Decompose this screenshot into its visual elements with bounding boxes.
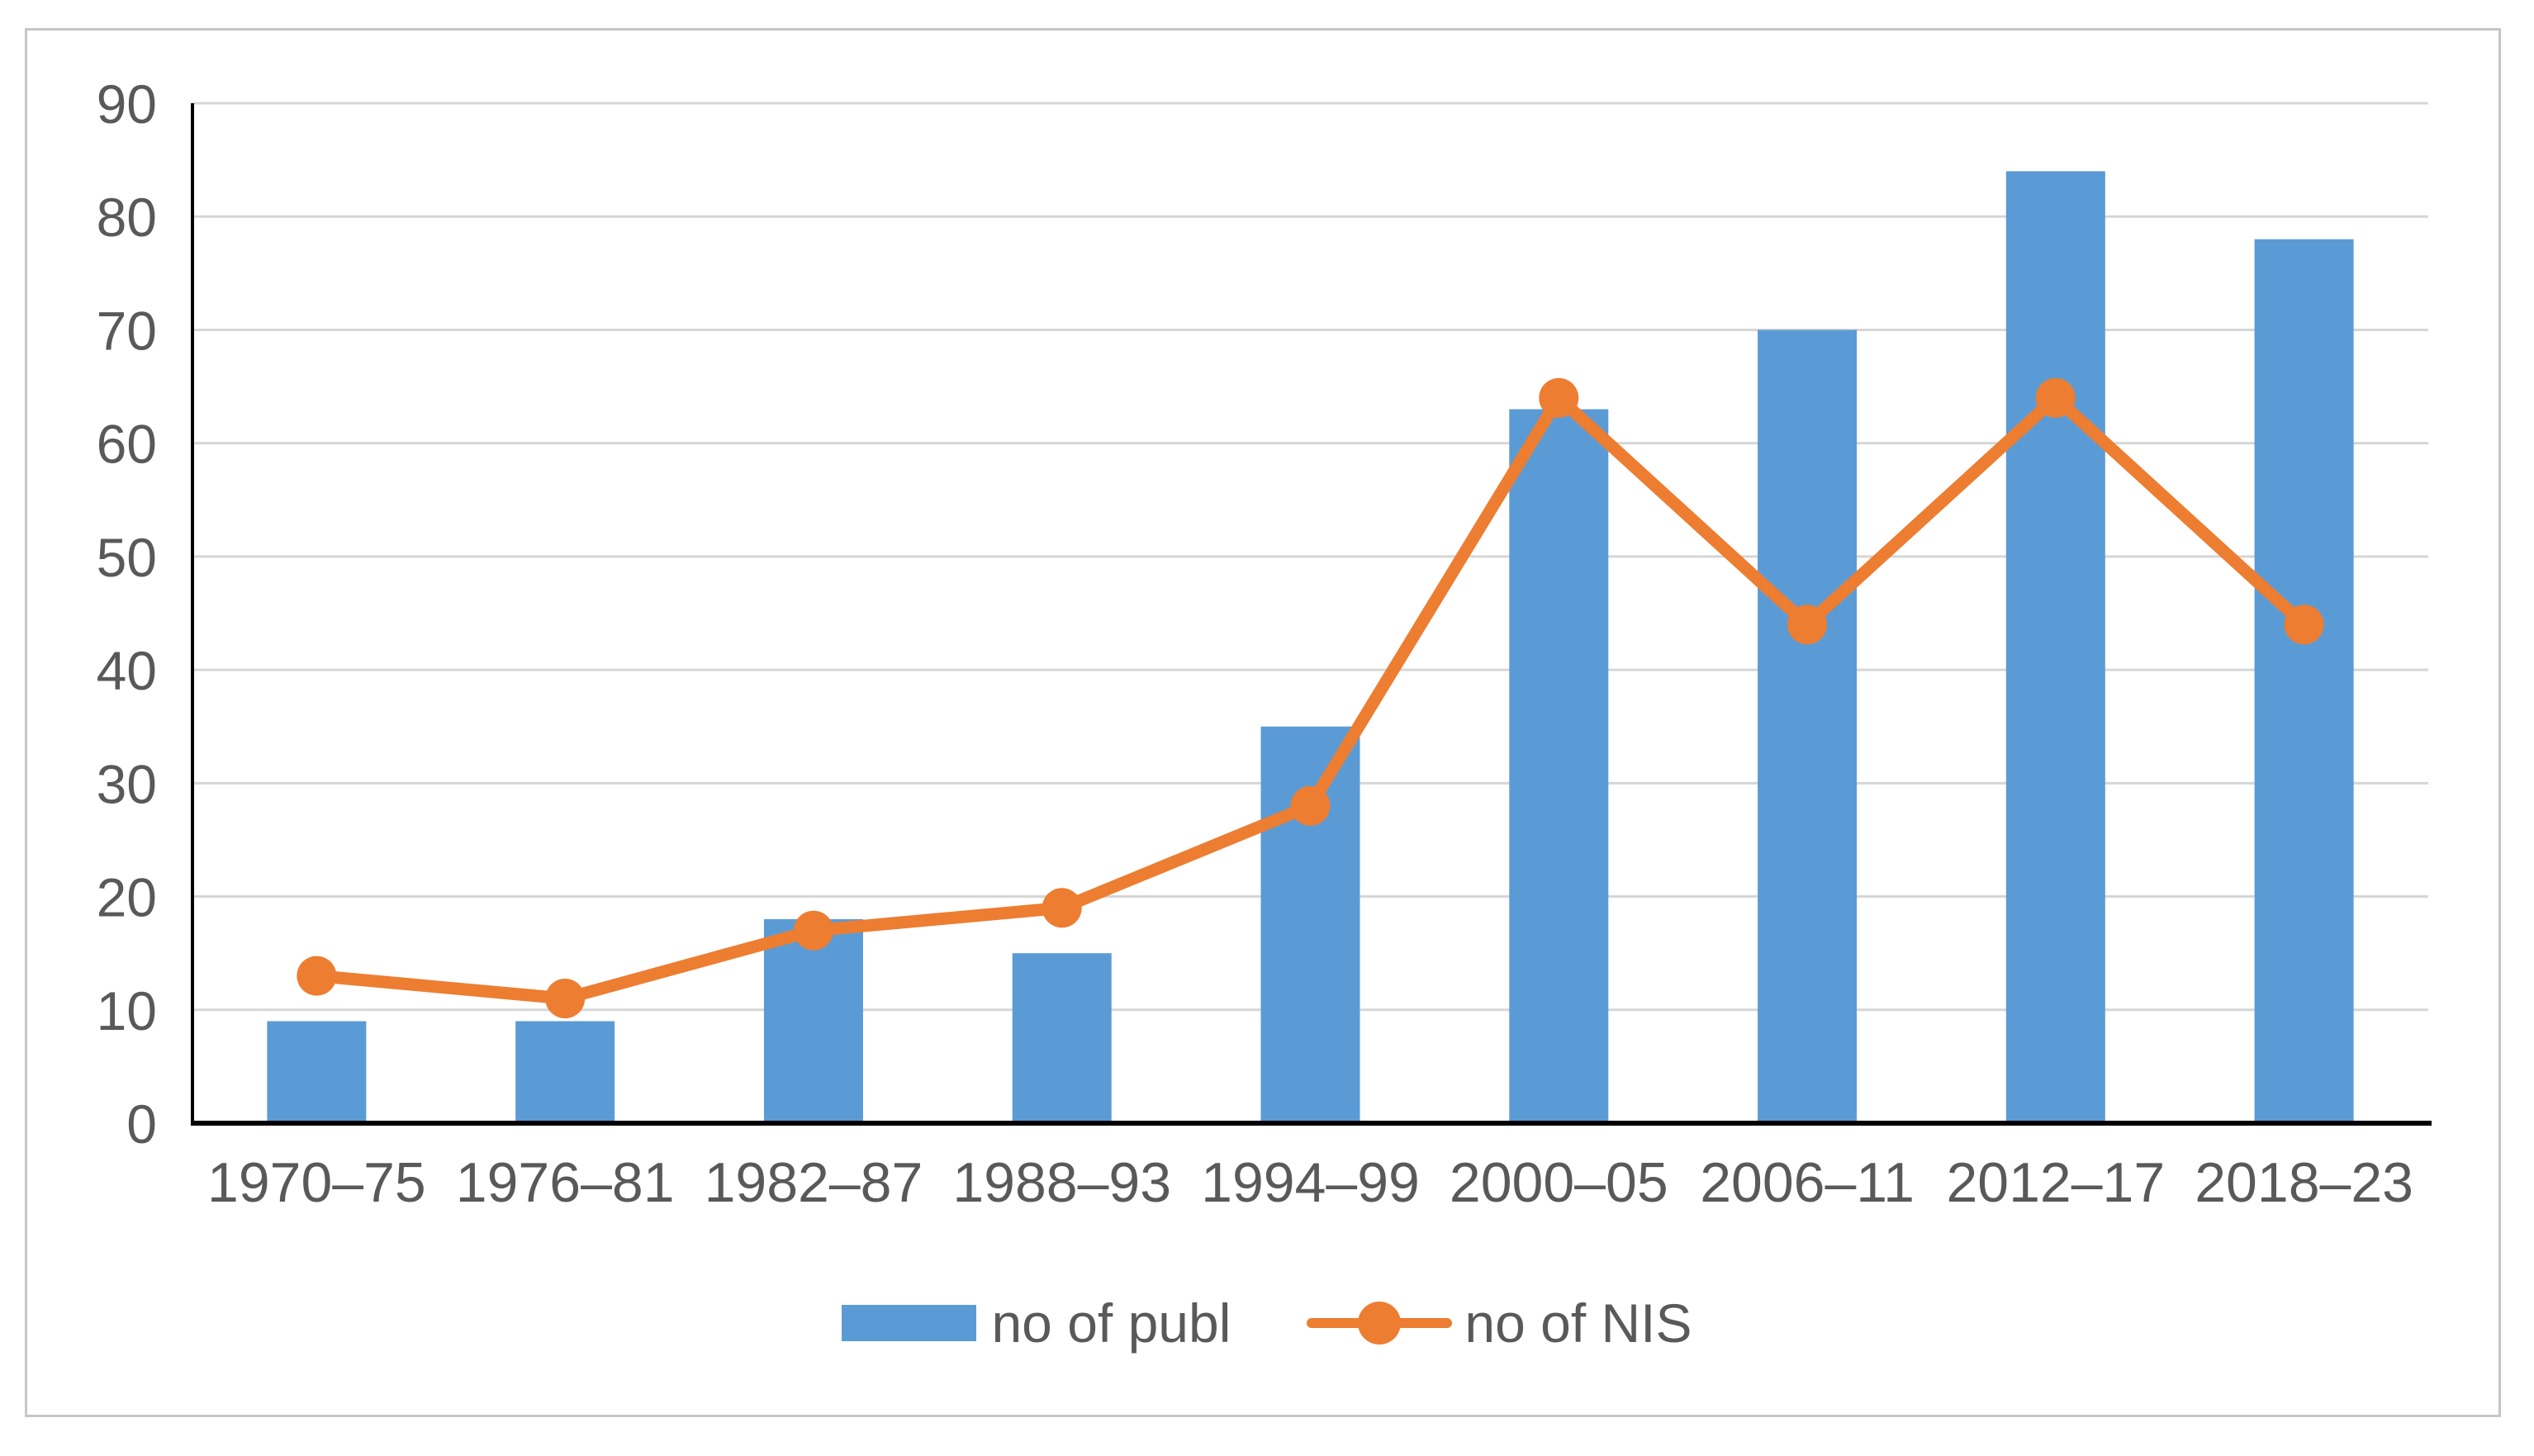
y-tick-label-80: 80 xyxy=(97,187,157,248)
line-marker-2006–11 xyxy=(1787,605,1828,645)
legend-nis-label: no of NIS xyxy=(1464,1292,1692,1354)
y-tick-label-50: 50 xyxy=(97,527,157,588)
bar-1976–81 xyxy=(515,1021,615,1123)
x-category-label: 1994–99 xyxy=(1201,1151,1420,1214)
y-tick-label-0: 0 xyxy=(126,1093,157,1155)
x-category-label: 2018–23 xyxy=(2195,1151,2413,1214)
bar-1988–93 xyxy=(1012,953,1112,1123)
x-category-label: 1976–81 xyxy=(456,1151,675,1214)
legend-line-marker-icon xyxy=(1307,1302,1453,1345)
y-tick-label-40: 40 xyxy=(97,640,157,701)
bar-1970–75 xyxy=(267,1021,367,1123)
line-marker-1976–81 xyxy=(545,979,586,1019)
bar-2006–11 xyxy=(1758,330,1858,1123)
line-marker-2018–23 xyxy=(2284,605,2324,645)
bar-2018–23 xyxy=(2254,239,2354,1124)
y-tick-label-30: 30 xyxy=(97,753,157,814)
bar-1982–87 xyxy=(763,919,863,1123)
line-marker-1994–99 xyxy=(1290,785,1331,826)
x-category-label: 2006–11 xyxy=(1700,1151,1915,1214)
y-tick-label-10: 10 xyxy=(97,980,157,1041)
legend-bar-swatch-icon xyxy=(842,1305,977,1341)
bar-1994–99 xyxy=(1260,726,1360,1123)
legend-marker-dot xyxy=(1358,1302,1402,1345)
line-marker-1988–93 xyxy=(1042,888,1082,928)
legend-publ-label: no of publ xyxy=(991,1292,1231,1354)
bar-2000–05 xyxy=(1509,409,1609,1123)
line-marker-2000–05 xyxy=(1539,377,1579,418)
bar-2012–17 xyxy=(2005,171,2105,1123)
legend-item-publ: no of publ xyxy=(842,1292,1231,1354)
y-tick-label-70: 70 xyxy=(97,300,157,361)
line-marker-2012–17 xyxy=(2035,377,2076,418)
x-category-label: 2012–17 xyxy=(1946,1151,2165,1214)
line-marker-1982–87 xyxy=(793,910,833,951)
y-tick-label-60: 60 xyxy=(97,414,157,475)
x-category-label: 1982–87 xyxy=(705,1151,923,1214)
legend: no of publ no of NIS xyxy=(0,1286,2534,1360)
y-tick-label-20: 20 xyxy=(97,867,157,928)
x-category-label: 1970–75 xyxy=(207,1151,426,1214)
legend-item-nis: no of NIS xyxy=(1307,1292,1692,1354)
x-category-label: 2000–05 xyxy=(1450,1151,1668,1214)
line-marker-1970–75 xyxy=(297,956,337,996)
x-category-label: 1988–93 xyxy=(952,1151,1171,1214)
y-tick-label-90: 90 xyxy=(97,74,157,135)
